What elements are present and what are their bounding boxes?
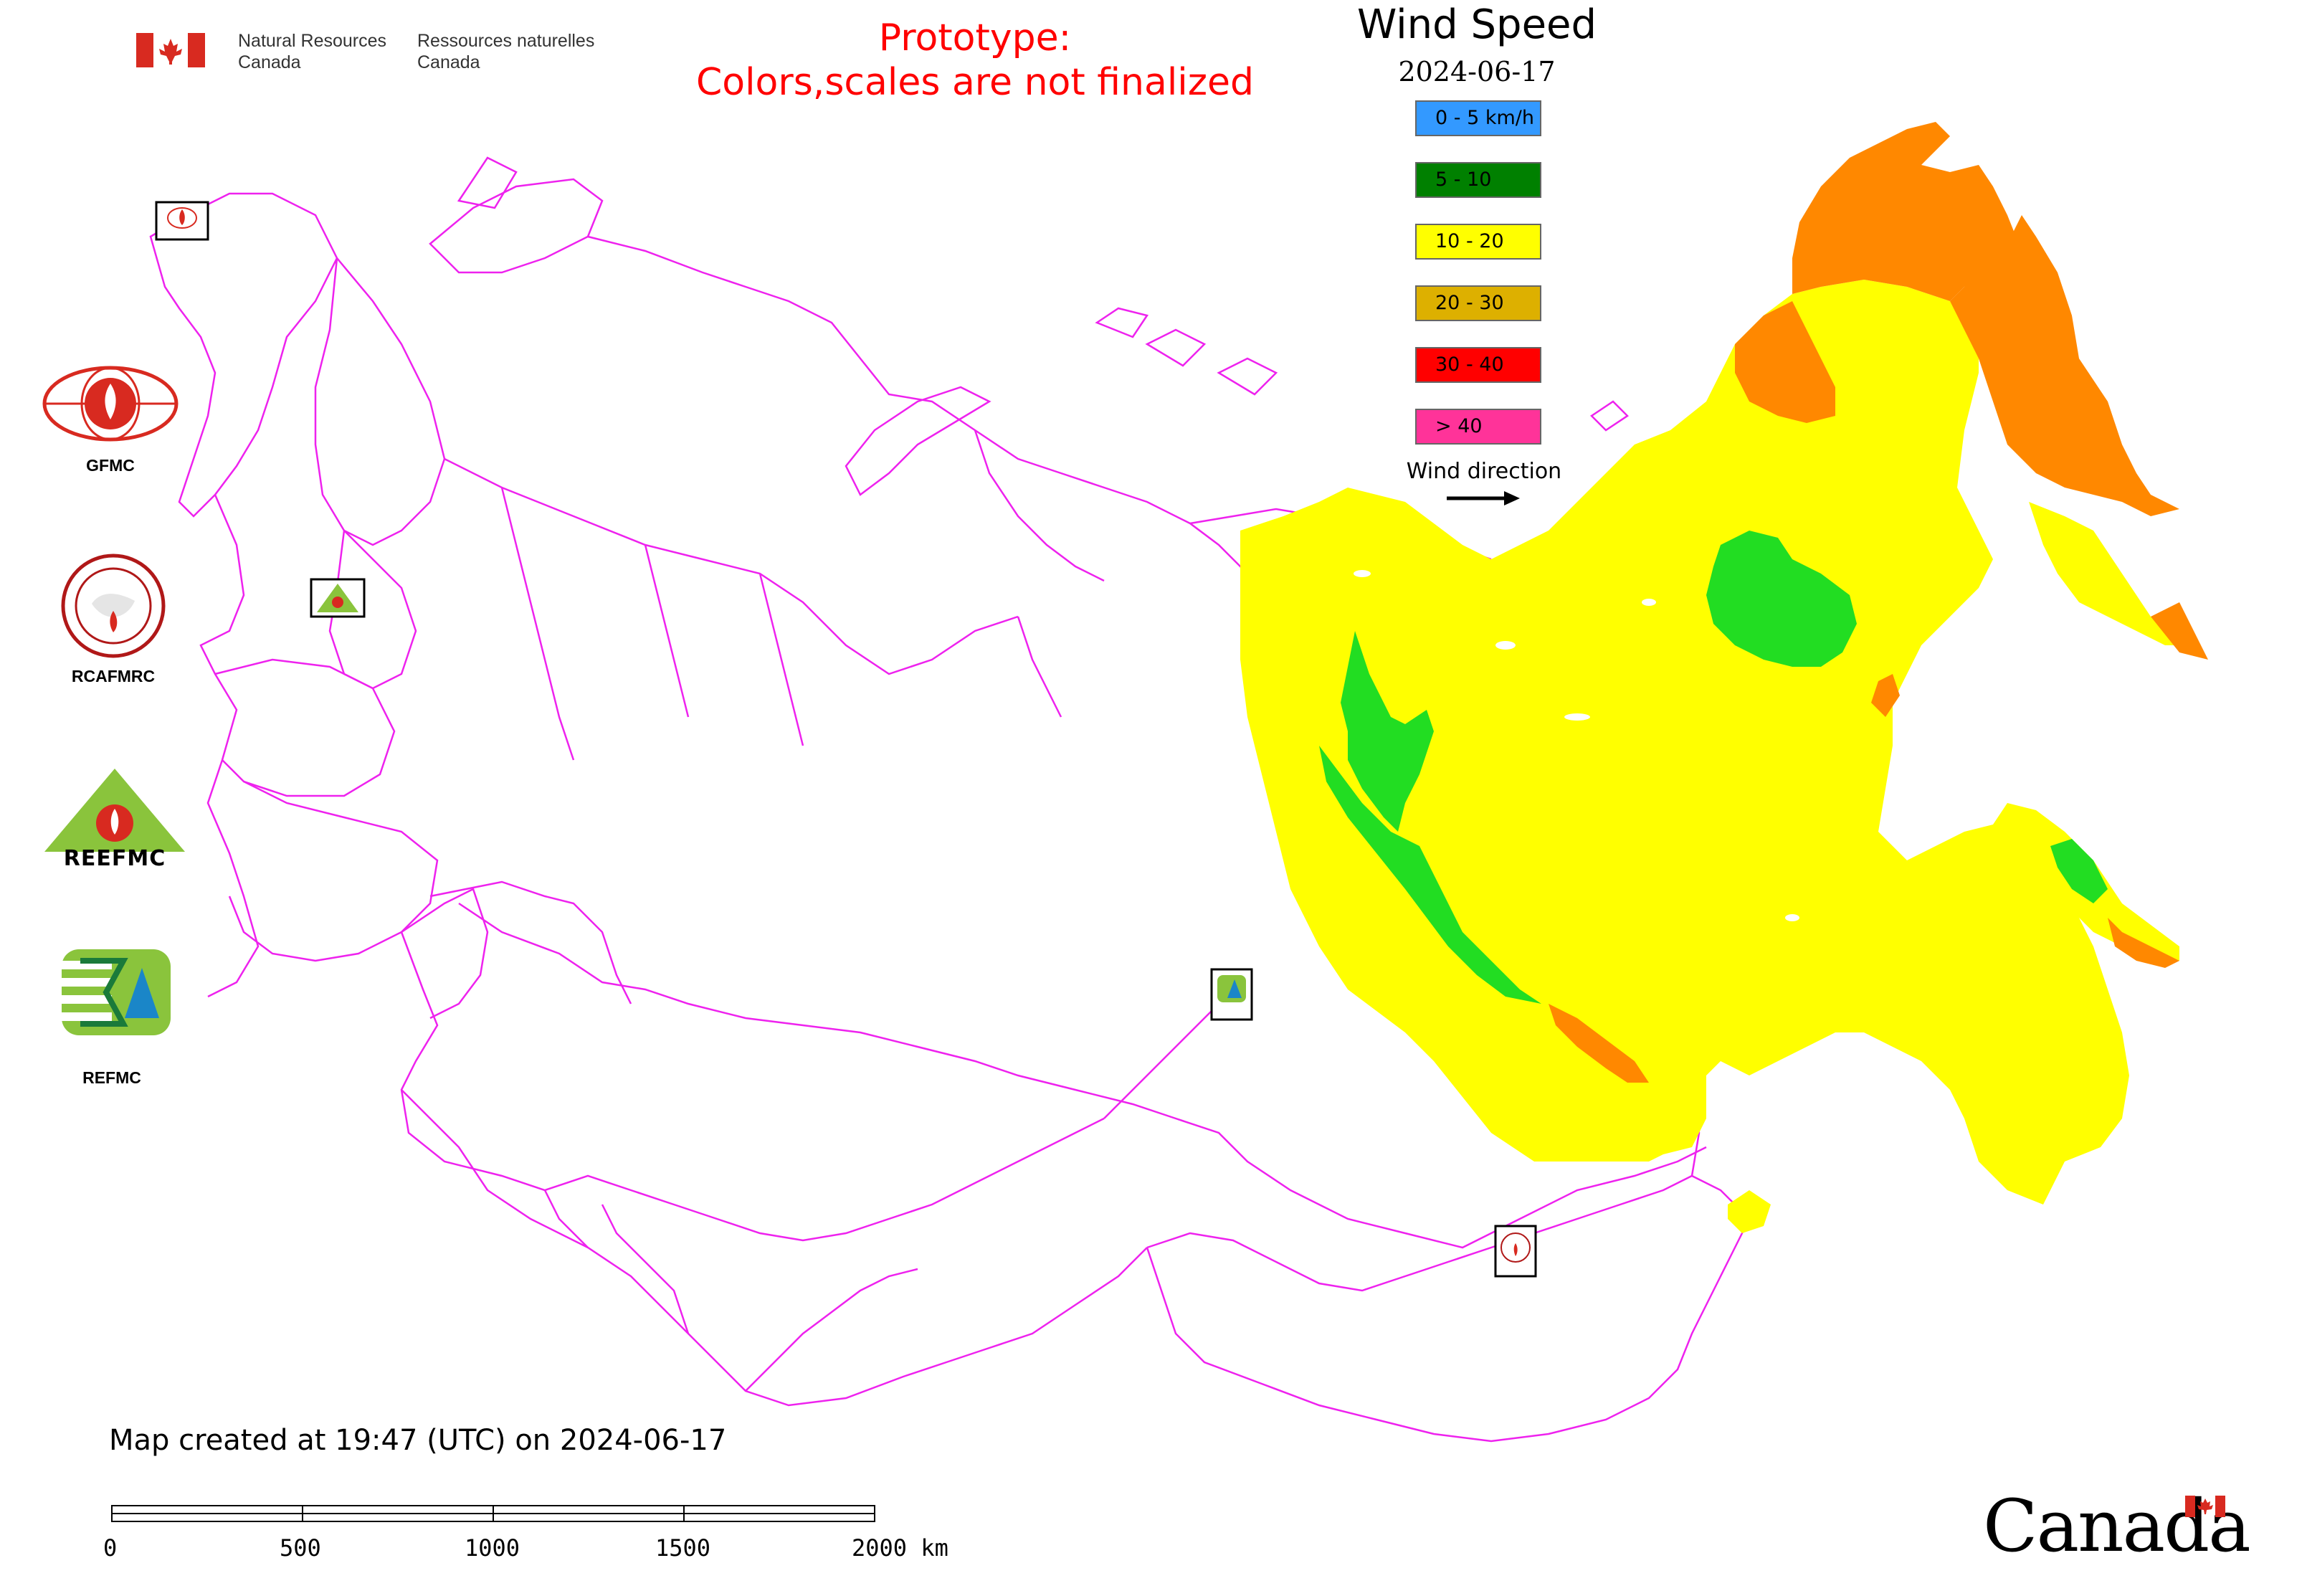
- prototype-warning: Prototype: Colors,scales are not finaliz…: [645, 16, 1305, 105]
- scale-bar: [111, 1505, 875, 1522]
- fip-en-line1: Natural Resources: [238, 31, 387, 51]
- fip-signature: Natural Resources Canada Ressources natu…: [136, 30, 609, 76]
- scale-label-0: 0: [103, 1534, 118, 1562]
- rcafmrc-label: RCAFMRC: [71, 667, 156, 685]
- refmc-small-logo-icon: [1210, 968, 1253, 1021]
- legend: 0 - 5 km/h 5 - 10 10 - 20 20 - 30 30 - 4…: [1415, 100, 1551, 502]
- legend-item-0-5: 0 - 5 km/h: [1415, 100, 1541, 136]
- rcafmrc-logo-icon: [61, 554, 166, 658]
- map-title: Wind Speed: [1356, 1, 1597, 48]
- scale-label-500: 500: [280, 1534, 321, 1562]
- legend-label: 30 - 40: [1435, 353, 1504, 376]
- refmc-label: REFMC: [82, 1068, 141, 1087]
- rcafmrc-small-logo-icon: [1494, 1225, 1537, 1278]
- reefmc-small-logo-icon: [310, 578, 366, 618]
- fip-fr-line2: Canada: [417, 52, 480, 72]
- legend-label: > 40: [1435, 415, 1483, 437]
- fip-fr-line1: Ressources naturelles: [417, 31, 595, 51]
- legend-item-5-10: 5 - 10: [1415, 162, 1541, 198]
- legend-label: 10 - 20: [1435, 230, 1504, 252]
- legend-item-20-30: 20 - 30: [1415, 285, 1541, 321]
- wordmark-flag-icon: [2185, 1496, 2225, 1517]
- wind-direction-arrow-icon: [1447, 491, 1520, 505]
- legend-label: 0 - 5 km/h: [1435, 107, 1534, 129]
- reefmc-logo-icon: [44, 769, 185, 852]
- map-created-text: Map created at 19:47 (UTC) on 2024-06-17: [109, 1424, 727, 1457]
- refmc-logo-icon: [62, 949, 171, 1035]
- legend-item-30-40: 30 - 40: [1415, 347, 1541, 383]
- prototype-line1: Prototype:: [878, 16, 1072, 60]
- legend-item-10-20: 10 - 20: [1415, 224, 1541, 260]
- fip-en-line2: Canada: [238, 52, 301, 72]
- gfmc-label: GFMC: [86, 456, 135, 475]
- scale-label-2000-km: 2000 km: [852, 1534, 948, 1562]
- gfmc-logo-icon: [42, 366, 179, 442]
- canada-wordmark: Canada: [1983, 1484, 2251, 1568]
- scale-label-1500: 1500: [655, 1534, 711, 1562]
- reefmc-logo-text: REEFMC: [63, 846, 166, 871]
- wind-direction-label: Wind direction: [1406, 459, 1562, 484]
- wind-speed-regions: [1240, 122, 2208, 1233]
- map-date: 2024-06-17: [1398, 56, 1556, 87]
- prototype-line2: Colors,scales are not finalized: [695, 61, 1255, 104]
- legend-item-over-40: > 40: [1415, 409, 1541, 445]
- lakes: [1354, 570, 1799, 921]
- gfmc-small-logo-icon: [155, 201, 209, 241]
- legend-label: 5 - 10: [1435, 168, 1492, 191]
- legend-label: 20 - 30: [1435, 292, 1504, 314]
- canada-flag-icon: [136, 33, 205, 67]
- country-boundaries: [149, 156, 1751, 1443]
- scale-label-1000: 1000: [465, 1534, 520, 1562]
